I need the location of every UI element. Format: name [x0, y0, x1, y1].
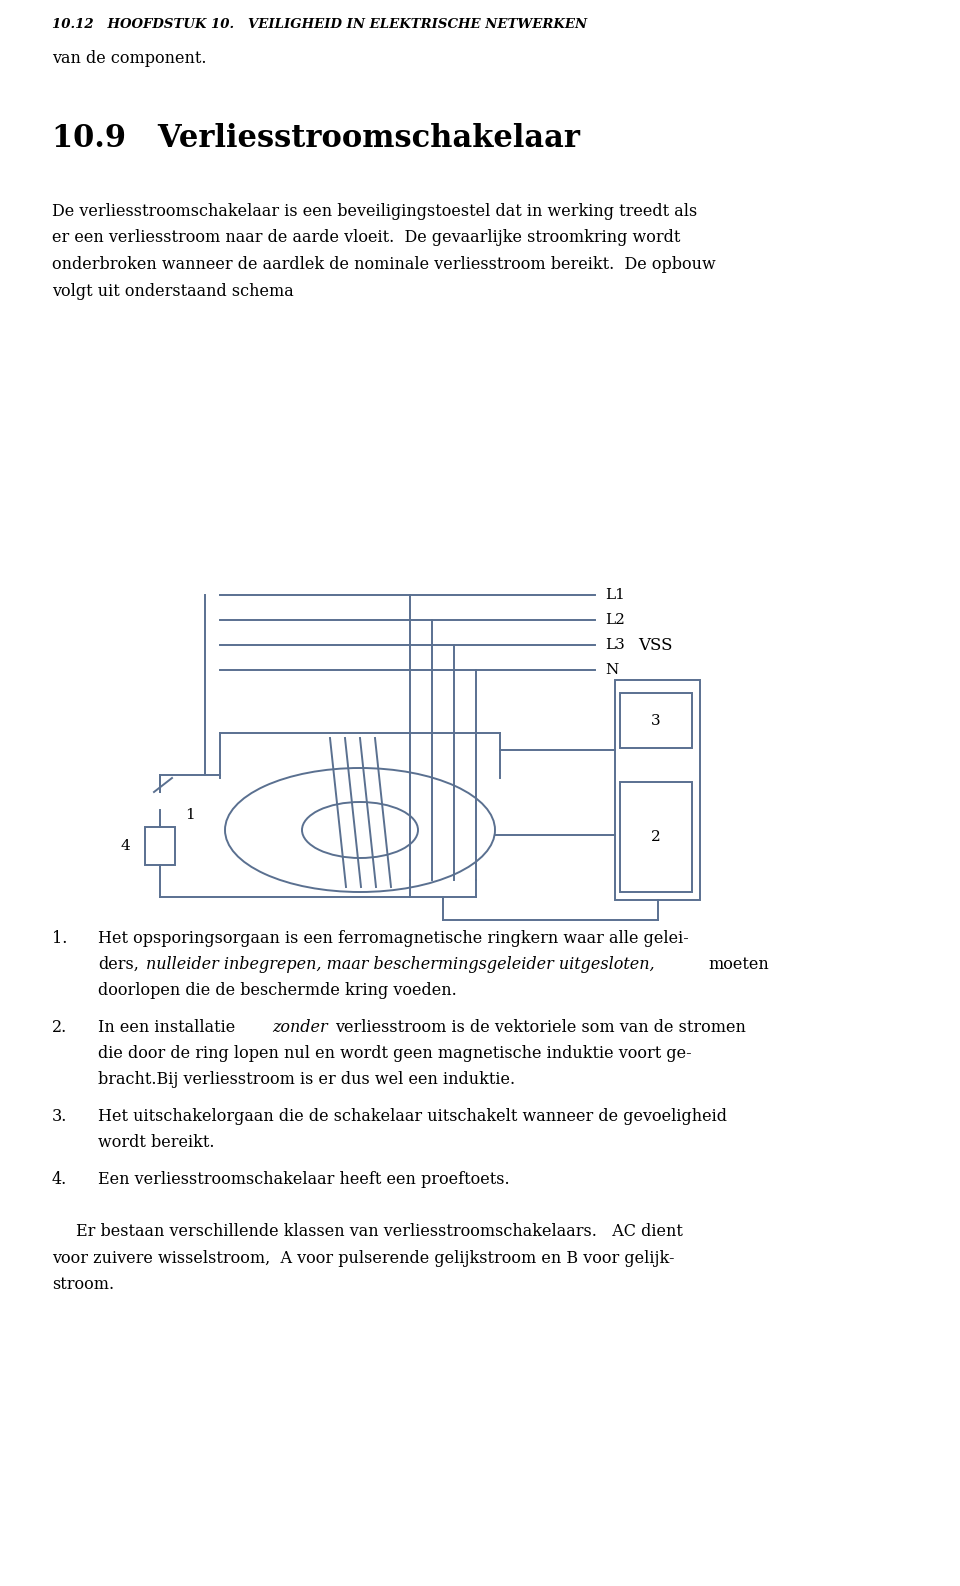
Text: Het opsporingsorgaan is een ferromagnetische ringkern waar alle gelei-: Het opsporingsorgaan is een ferromagneti…: [98, 929, 688, 947]
Text: 2: 2: [651, 829, 660, 844]
Text: wordt bereikt.: wordt bereikt.: [98, 1134, 214, 1151]
Text: voor zuivere wisselstroom,  A voor pulserende gelijkstroom en B voor gelijk-: voor zuivere wisselstroom, A voor pulser…: [52, 1250, 675, 1267]
Text: L3: L3: [605, 638, 625, 652]
Text: L1: L1: [605, 588, 625, 603]
Text: ders,: ders,: [98, 956, 139, 974]
Text: nulleider inbegrepen, maar beschermingsgeleider uitgesloten,: nulleider inbegrepen, maar beschermingsg…: [146, 956, 655, 974]
Text: Er bestaan verschillende klassen van verliesstroomschakelaars.   AC dient: Er bestaan verschillende klassen van ver…: [76, 1223, 683, 1240]
Bar: [145, 826, 175, 864]
Text: onderbroken wanneer de aardlek de nominale verliesstroom bereikt.  De opbouw: onderbroken wanneer de aardlek de nomina…: [52, 255, 716, 273]
Text: 2.: 2.: [52, 1020, 67, 1036]
Text: 3.: 3.: [52, 1109, 67, 1124]
Text: De verliesstroomschakelaar is een beveiligingstoestel dat in werking treedt als: De verliesstroomschakelaar is een beveil…: [52, 203, 697, 220]
Text: moeten: moeten: [708, 956, 769, 974]
Text: bracht.Bij verliesstroom is er dus wel een induktie.: bracht.Bij verliesstroom is er dus wel e…: [98, 1072, 516, 1088]
Bar: [620, 782, 692, 891]
Text: Een verliesstroomschakelaar heeft een proeftoets.: Een verliesstroomschakelaar heeft een pr…: [98, 1170, 510, 1188]
Text: er een verliesstroom naar de aarde vloeit.  De gevaarlijke stroomkring wordt: er een verliesstroom naar de aarde vloei…: [52, 230, 681, 246]
Text: 4: 4: [120, 839, 130, 853]
Text: VSS: VSS: [637, 636, 672, 653]
Text: N: N: [605, 663, 618, 677]
Text: 10.12   HOOFDSTUK 10.   VEILIGHEID IN ELEKTRISCHE NETWERKEN: 10.12 HOOFDSTUK 10. VEILIGHEID IN ELEKTR…: [52, 17, 588, 32]
Text: 10.9   Verliesstroomschakelaar: 10.9 Verliesstroomschakelaar: [52, 124, 580, 154]
Text: Het uitschakelorgaan die de schakelaar uitschakelt wanneer de gevoeligheid: Het uitschakelorgaan die de schakelaar u…: [98, 1109, 727, 1124]
Text: In een installatie: In een installatie: [98, 1020, 235, 1036]
Text: zonder: zonder: [272, 1020, 327, 1036]
Bar: [615, 680, 700, 899]
Text: van de component.: van de component.: [52, 51, 206, 67]
Bar: [620, 693, 692, 749]
Text: stroom.: stroom.: [52, 1275, 114, 1293]
Text: 4.: 4.: [52, 1170, 67, 1188]
Text: 3: 3: [651, 714, 660, 728]
Text: L2: L2: [605, 614, 625, 626]
Text: 1.: 1.: [52, 929, 67, 947]
Text: doorlopen die de beschermde kring voeden.: doorlopen die de beschermde kring voeden…: [98, 982, 457, 999]
Text: verliesstroom is de vektoriele som van de stromen: verliesstroom is de vektoriele som van d…: [335, 1020, 746, 1036]
Text: 1: 1: [185, 807, 195, 822]
Text: die door de ring lopen nul en wordt geen magnetische induktie voort ge-: die door de ring lopen nul en wordt geen…: [98, 1045, 691, 1063]
Text: volgt uit onderstaand schema: volgt uit onderstaand schema: [52, 282, 294, 300]
